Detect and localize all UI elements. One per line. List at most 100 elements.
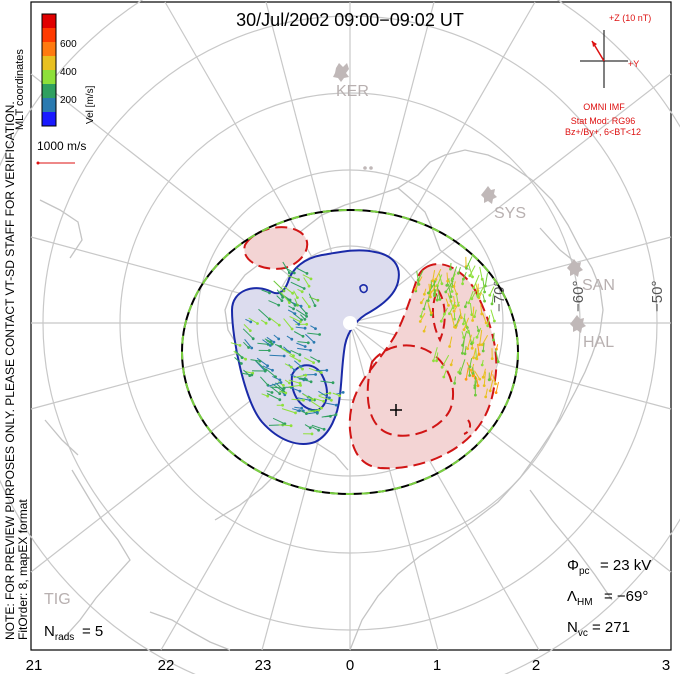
velocity-vector-origin: [307, 305, 311, 309]
mlt-label-3: 3: [662, 657, 670, 674]
velocity-vector-origin: [238, 344, 242, 347]
velocity-vector-origin: [435, 298, 439, 302]
velocity-vector: [301, 296, 310, 308]
velocity-vector-origin: [440, 365, 444, 369]
velocity-vector-origin: [309, 380, 313, 384]
velocity-vector-origin: [282, 354, 286, 358]
mlt-label-1: 1: [433, 657, 441, 674]
velocity-vector-origin: [298, 359, 302, 363]
velocity-vector: [419, 312, 426, 322]
velocity-vector-origin: [481, 349, 485, 353]
velocity-vector: [473, 370, 481, 380]
velocity-vector-origin: [283, 422, 287, 426]
velocity-vector: [465, 367, 469, 380]
velocity-vector-origin: [477, 329, 480, 332]
velocity-vector-origin: [440, 282, 444, 286]
plot-title: 30/Jul/2002 09:00−09:02 UT: [236, 10, 464, 30]
velocity-vector-origin: [328, 396, 331, 400]
velocity-vector-origin: [298, 381, 302, 385]
velocity-vector: [320, 380, 334, 384]
velocity-vector-origin: [249, 320, 253, 324]
velocity-vector: [450, 313, 455, 328]
velocity-vector: [308, 293, 316, 306]
velocity-vector-origin: [270, 391, 274, 394]
velocity-vector-origin: [428, 293, 432, 297]
velocity-vector: [261, 289, 270, 294]
velocity-vector: [290, 349, 301, 356]
velocity-vector-origin: [305, 412, 308, 415]
velocity-vector-origin: [472, 356, 475, 360]
velocity-vector: [469, 302, 473, 315]
velocity-vector: [262, 339, 271, 346]
velocity-vector: [473, 348, 477, 358]
station-tig-label: TIG: [44, 591, 71, 608]
velocity-vector: [305, 333, 315, 343]
velocity-vector: [272, 417, 286, 425]
velocity-vector: [477, 284, 485, 298]
velocity-vector-origin: [490, 302, 494, 306]
velocity-vector-origin: [482, 384, 486, 387]
velocity-vector-origin: [439, 319, 443, 323]
velocity-vector: [305, 409, 319, 413]
velocity-vector-origin: [318, 333, 321, 336]
latitude-label-50: −50°: [649, 281, 666, 312]
velocity-vector-origin: [256, 322, 259, 325]
velocity-vector: [427, 280, 437, 294]
velocity-vector: [481, 334, 489, 345]
station-ker-label: KER: [336, 83, 369, 100]
velocity-vector: [248, 317, 258, 324]
velocity-vector-origin: [263, 369, 267, 373]
velocity-vector-origin: [322, 427, 326, 431]
n-vc-value: = 271: [592, 619, 630, 636]
velocity-vector: [479, 329, 483, 345]
velocity-vector-origin: [483, 290, 486, 294]
velocity-vector: [491, 293, 495, 304]
velocity-vector-origin: [317, 428, 320, 432]
velocity-vector: [472, 306, 475, 321]
velocity-vector-origin: [303, 318, 307, 321]
velocity-vector-origin: [474, 393, 477, 397]
velocity-vector: [307, 332, 320, 335]
velocity-vector: [455, 313, 462, 326]
velocity-vector-origin: [330, 398, 333, 402]
velocity-vector-origin: [467, 330, 470, 334]
velocity-vector-origin: [480, 277, 484, 281]
velocity-vector: [302, 393, 313, 401]
velocity-vector: [447, 283, 452, 297]
velocity-vector: [325, 402, 337, 406]
velocity-vector-origin: [454, 326, 457, 329]
velocity-vector-origin: [470, 297, 474, 301]
velocity-vector: [474, 375, 477, 386]
velocity-vector: [283, 318, 293, 330]
velocity-vector-origin: [320, 406, 323, 410]
velocity-vector: [273, 280, 285, 292]
vector-scale-label: 1000 m/s: [37, 139, 86, 153]
velocity-vector-origin: [452, 309, 456, 313]
velocity-vector: [455, 292, 459, 306]
velocity-vector-origin: [434, 278, 438, 281]
velocity-vector-origin: [484, 321, 488, 325]
velocity-vector: [495, 348, 499, 362]
mlt-label-0: 0: [346, 657, 354, 674]
velocity-vector-origin: [480, 312, 484, 316]
velocity-vector-origin: [317, 408, 321, 412]
velocity-vector-origin: [490, 357, 494, 360]
velocity-vector: [489, 286, 495, 296]
velocity-vector: [234, 357, 242, 364]
velocity-vector-origin: [417, 283, 421, 286]
velocity-vector-origin: [316, 411, 319, 414]
velocity-vector-origin: [312, 340, 316, 344]
velocity-vector: [242, 328, 254, 340]
heppner-maynard-boundary: [181, 209, 519, 495]
velocity-vector-origin: [462, 328, 466, 331]
velocity-vector-origin: [306, 341, 310, 345]
velocity-vector-origin: [301, 367, 304, 371]
velocity-vector-origin: [446, 279, 450, 283]
velocity-vector-origin: [458, 372, 462, 375]
velocity-vector: [492, 374, 496, 385]
velocity-vector: [462, 330, 468, 346]
velocity-vector-origin: [484, 395, 488, 399]
velocity-vector-origin: [284, 391, 288, 395]
velocity-vector-origin: [423, 292, 426, 296]
